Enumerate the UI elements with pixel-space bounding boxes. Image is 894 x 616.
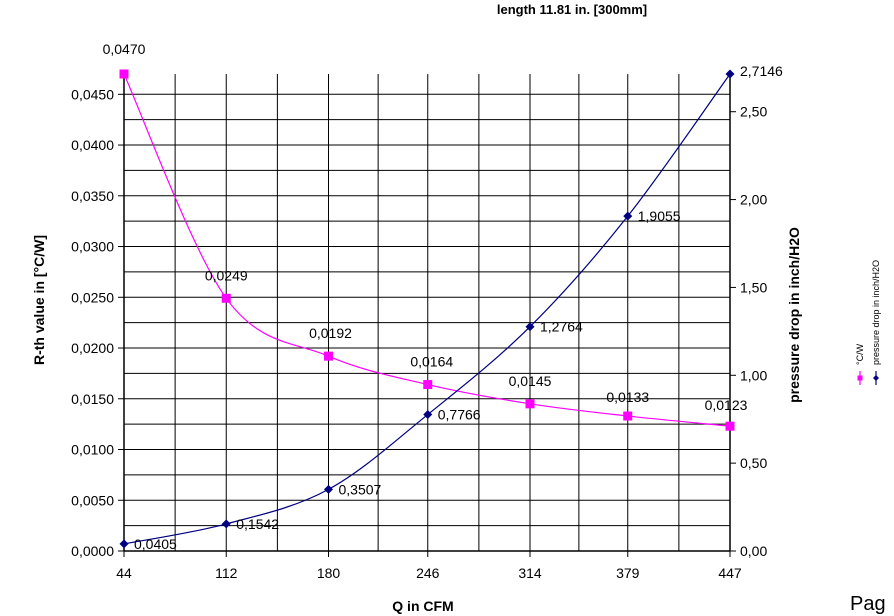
y2-tick-label: 2,00 <box>740 192 767 208</box>
series-1-point <box>623 211 633 221</box>
y2-tick-label: 0,00 <box>740 543 767 559</box>
y2-tick-label: 1,00 <box>740 367 767 383</box>
x-tick-label: 379 <box>616 565 640 581</box>
series-0-data-label: 0,0470 <box>103 41 146 57</box>
legend-marker-0 <box>857 375 863 381</box>
series-1-data-label: 0,0405 <box>134 536 177 552</box>
series-1-data-label: 1,2764 <box>540 319 583 335</box>
series-1-data-label: 0,3507 <box>339 481 382 497</box>
series-line-1 <box>123 73 731 545</box>
series-1-point <box>221 519 231 529</box>
series-0-point <box>623 411 633 421</box>
y2-tick-label: 1,50 <box>740 279 767 295</box>
series-0-data-label: 0,0192 <box>309 325 352 341</box>
x-axis-title: Q in CFM <box>392 598 453 614</box>
series-1-point <box>324 484 334 494</box>
axes <box>123 74 731 552</box>
x-tick-label: 314 <box>518 565 542 581</box>
x-tick-label: 44 <box>116 565 132 581</box>
legend: °C/W pressure drop in inch/H2O <box>855 260 881 385</box>
series-1-point <box>423 410 433 420</box>
left-axis-ticks: 0,0000 0,0050 0,0100 0,0150 0,0200 0,0250 0,03… <box>71 86 124 559</box>
series-0-point <box>221 293 231 303</box>
x-tick-label: 447 <box>718 565 742 581</box>
y-tick-label: 0,0450 <box>71 86 114 102</box>
series-1-data-label: 2,7146 <box>740 63 783 79</box>
y-tick-label: 0,0050 <box>71 492 114 508</box>
series-0-point <box>119 69 129 79</box>
y-tick-label: 0,0100 <box>71 442 114 458</box>
series-0-data-label: 0,0145 <box>509 373 552 389</box>
series-1-point <box>725 69 735 79</box>
series-0-point <box>525 399 535 409</box>
series-1-data-label: 0,1542 <box>236 516 279 532</box>
series-0-point <box>423 380 433 390</box>
y-tick-label: 0,0000 <box>71 543 114 559</box>
series-0-data-label: 0,0123 <box>705 397 748 413</box>
series-0-data-label: 0,0133 <box>606 389 649 405</box>
page-label: Pag <box>850 593 886 615</box>
x-axis-ticks: 44 112 180 246 314 379 447 <box>116 551 742 581</box>
y-tick-label: 0,0350 <box>71 188 114 204</box>
series-1-data-label: 0,7766 <box>438 407 481 423</box>
y-tick-label: 0,0150 <box>71 391 114 407</box>
y2-axis-title: pressure drop in inch/H2O <box>786 227 802 403</box>
y-tick-label: 0,0250 <box>71 289 114 305</box>
series <box>119 69 735 549</box>
series-1-point <box>525 322 535 332</box>
data-labels: 0,0470 0,0249 0,0192 0,0164 0,0145 0,0133 0,01… <box>103 41 783 552</box>
right-axis-ticks: 0,00 0,50 1,00 1,50 2,00 2,50 <box>730 104 767 559</box>
y2-tick-label: 2,50 <box>740 104 767 120</box>
series-0-point <box>725 421 735 431</box>
series-1-point <box>119 539 129 549</box>
series-1-data-label: 1,9055 <box>638 208 681 224</box>
series-0-point <box>324 351 334 361</box>
x-tick-label: 112 <box>215 565 238 581</box>
chart-title: length 11.81 in. [300mm] <box>497 2 647 17</box>
y-tick-label: 0,0400 <box>71 137 114 153</box>
grid <box>124 74 730 551</box>
x-tick-label: 246 <box>416 565 440 581</box>
series-0-data-label: 0,0164 <box>410 354 453 370</box>
legend-label-0: °C/W <box>855 343 865 365</box>
y2-tick-label: 0,50 <box>740 455 767 471</box>
series-0-data-label: 0,0249 <box>205 267 248 283</box>
y-tick-label: 0,0300 <box>71 239 114 255</box>
y-axis-title: R-th value in [°C/W] <box>31 235 47 365</box>
y-tick-label: 0,0200 <box>71 340 114 356</box>
legend-marker-1 <box>873 375 879 381</box>
x-tick-label: 180 <box>317 565 341 581</box>
legend-label-1: pressure drop in inch/H2O <box>871 260 881 365</box>
